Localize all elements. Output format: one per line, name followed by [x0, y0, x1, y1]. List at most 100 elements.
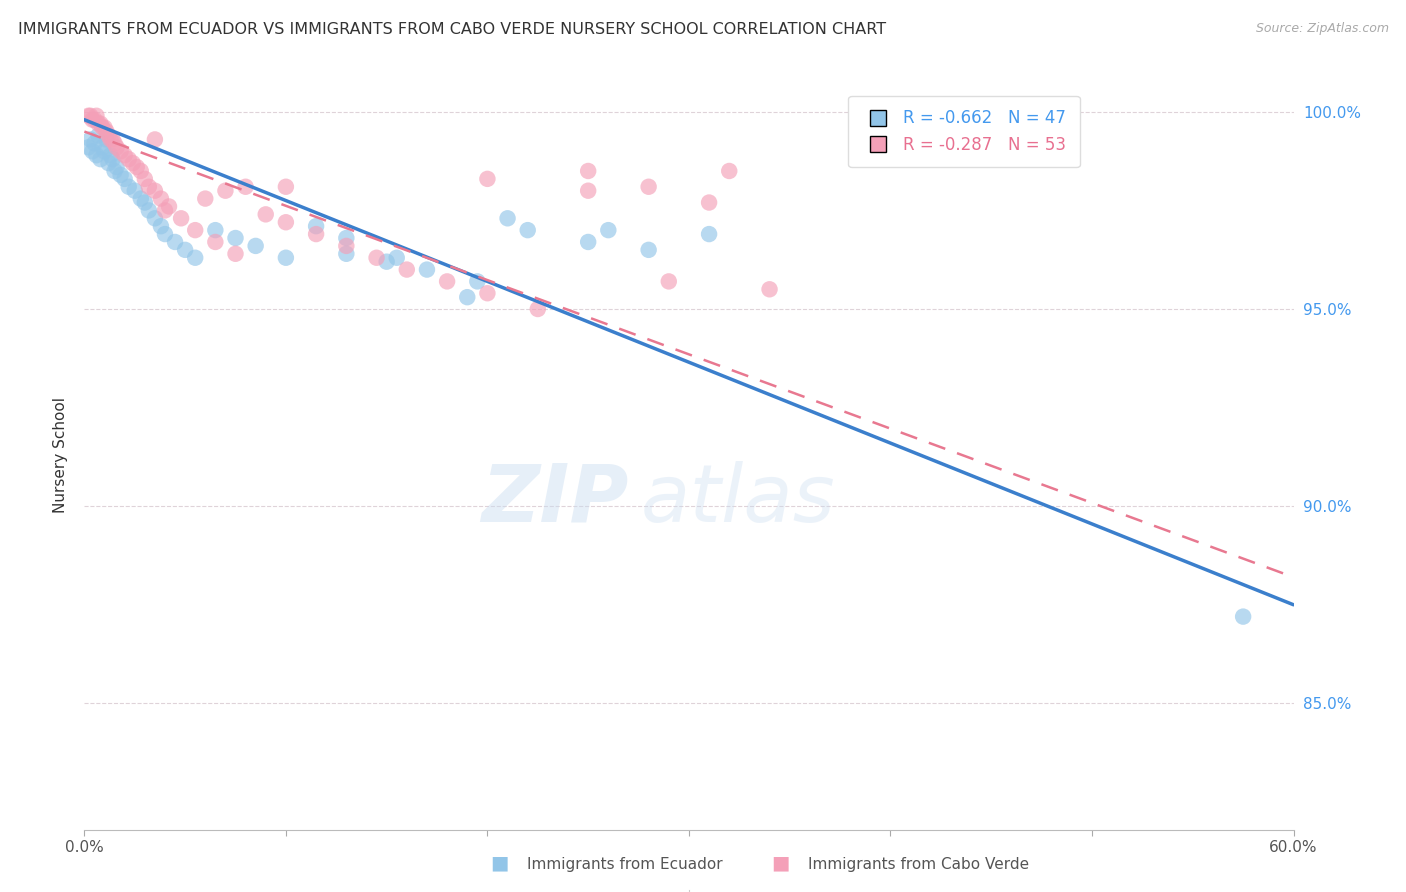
Point [170, 211, 193, 226]
Point [335, 239, 357, 253]
Point [1232, 609, 1254, 624]
Point [214, 184, 236, 198]
Point [104, 164, 127, 178]
Point [477, 172, 499, 186]
Point [79, 109, 101, 123]
Text: Immigrants from Cabo Verde: Immigrants from Cabo Verde [808, 857, 1029, 872]
Point [274, 179, 297, 194]
Point [89, 117, 111, 131]
Text: atlas: atlas [641, 461, 835, 539]
Point [129, 164, 152, 178]
Point [100, 148, 122, 162]
Point [82, 112, 104, 127]
Point [114, 148, 136, 162]
Point [118, 179, 141, 194]
Point [416, 262, 439, 277]
Point [101, 132, 124, 146]
Point [395, 262, 418, 277]
Point [153, 227, 176, 241]
Point [456, 290, 478, 304]
Point [110, 145, 132, 159]
Point [96, 124, 118, 138]
Point [87, 117, 110, 131]
Point [194, 192, 217, 206]
Point [100, 132, 122, 146]
Point [143, 132, 166, 146]
Point [366, 251, 388, 265]
Point [121, 156, 143, 170]
Text: ■: ■ [770, 854, 790, 872]
Point [143, 184, 166, 198]
Point [157, 199, 180, 213]
Point [93, 145, 115, 159]
Point [697, 227, 720, 241]
Point [375, 254, 398, 268]
Point [184, 223, 207, 237]
Point [516, 223, 538, 237]
Point [125, 160, 148, 174]
Point [129, 192, 152, 206]
Point [576, 184, 599, 198]
Point [101, 152, 124, 166]
Point [335, 247, 357, 261]
Point [637, 179, 659, 194]
Point [245, 239, 267, 253]
Point [274, 215, 297, 229]
Point [204, 223, 226, 237]
Text: IMMIGRANTS FROM ECUADOR VS IMMIGRANTS FROM CABO VERDE NURSERY SCHOOL CORRELATION: IMMIGRANTS FROM ECUADOR VS IMMIGRANTS FR… [18, 22, 886, 37]
Y-axis label: Nursery School: Nursery School [52, 397, 67, 513]
Point [527, 301, 550, 316]
Point [149, 219, 172, 234]
Point [77, 140, 100, 154]
Point [134, 195, 156, 210]
Point [91, 120, 114, 135]
Point [335, 231, 357, 245]
Point [104, 136, 127, 151]
Point [174, 243, 197, 257]
Point [254, 207, 277, 221]
Point [637, 243, 659, 257]
Point [89, 152, 111, 166]
Point [477, 286, 499, 301]
Point [225, 231, 247, 245]
Point [658, 274, 681, 288]
Point [385, 251, 408, 265]
Point [105, 160, 128, 174]
Point [96, 132, 118, 146]
Point [138, 203, 160, 218]
Point [697, 195, 720, 210]
Point [598, 223, 620, 237]
Point [274, 251, 297, 265]
Point [138, 179, 160, 194]
Text: Source: ZipAtlas.com: Source: ZipAtlas.com [1256, 22, 1389, 36]
Text: ■: ■ [489, 854, 509, 872]
Point [149, 192, 172, 206]
Point [204, 235, 226, 249]
Point [225, 247, 247, 261]
Point [153, 203, 176, 218]
Point [86, 109, 108, 123]
Point [305, 227, 328, 241]
Point [436, 274, 458, 288]
Point [118, 152, 141, 166]
Point [83, 136, 105, 151]
Point [184, 251, 207, 265]
Point [165, 235, 187, 249]
Point [77, 109, 100, 123]
Point [93, 120, 115, 135]
Point [91, 140, 114, 154]
Text: Immigrants from Ecuador: Immigrants from Ecuador [527, 857, 723, 872]
Point [758, 282, 780, 296]
Point [114, 172, 136, 186]
Point [496, 211, 519, 226]
Point [87, 128, 110, 143]
Point [576, 164, 599, 178]
Point [124, 184, 146, 198]
Point [143, 211, 166, 226]
Point [110, 168, 132, 182]
Point [82, 145, 104, 159]
Point [83, 112, 105, 127]
Point [235, 179, 257, 194]
Point [576, 235, 599, 249]
Point [467, 274, 489, 288]
